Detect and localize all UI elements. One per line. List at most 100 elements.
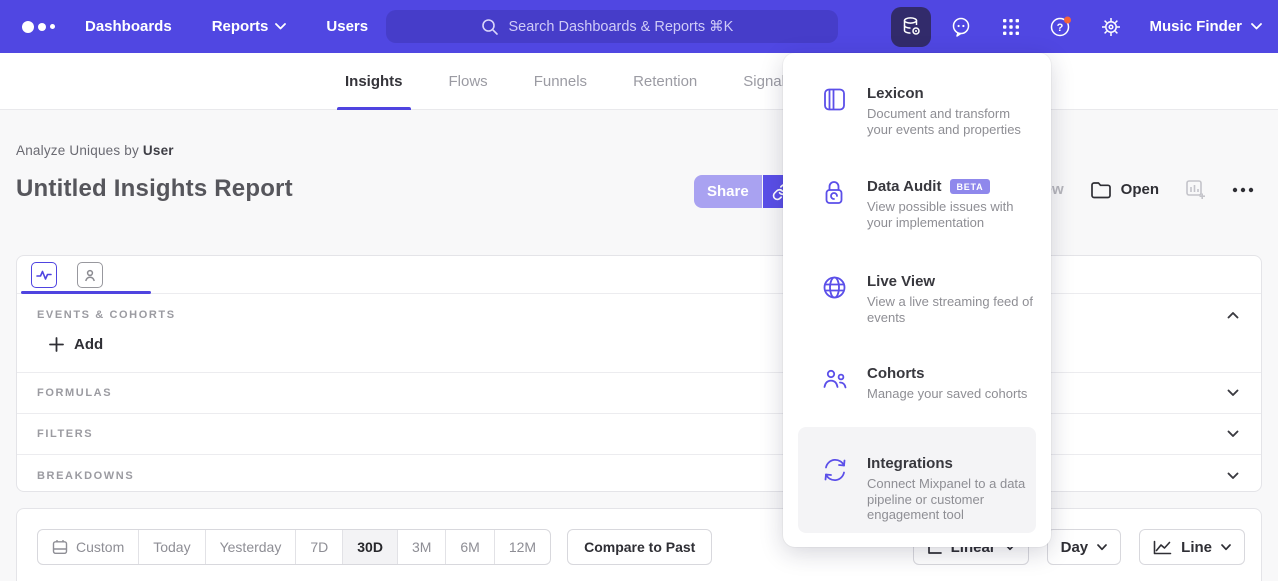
chevron-down-icon xyxy=(1221,543,1231,550)
chart-controls-panel: Custom Today Yesterday 7D 30D 3M 6M 12M … xyxy=(16,508,1262,581)
chevron-up-icon[interactable] xyxy=(1227,311,1239,319)
range-custom-label: Custom xyxy=(76,539,125,555)
nav-dashboards[interactable]: Dashboards xyxy=(85,18,172,35)
chevron-down-icon xyxy=(1251,23,1262,30)
chart-type-label: Line xyxy=(1181,538,1212,556)
active-tab-underline xyxy=(21,291,151,294)
add-to-dashboard-icon xyxy=(1186,180,1205,199)
nav-users-label: Users xyxy=(326,18,369,35)
integrations-title: Integrations xyxy=(867,455,953,472)
cohorts-people-icon xyxy=(822,365,848,402)
chevron-down-icon[interactable] xyxy=(1227,430,1239,438)
live-view-description: View a live streaming feed of events xyxy=(867,294,1033,325)
cohorts-description: Manage your saved cohorts xyxy=(867,386,1028,401)
messages-button[interactable] xyxy=(941,7,981,47)
chart-type-dropdown[interactable]: Line xyxy=(1139,529,1245,565)
tab-events-mode[interactable] xyxy=(31,262,57,288)
lexicon-description: Document and transform your events and p… xyxy=(867,106,1021,137)
nav-users[interactable]: Users xyxy=(326,18,368,35)
beta-badge: BETA xyxy=(950,179,990,194)
calendar-icon xyxy=(52,540,68,554)
project-switcher[interactable]: Music Finder xyxy=(1149,18,1262,35)
chat-bubble-icon xyxy=(953,17,970,37)
menu-item-cohorts[interactable]: Cohorts Manage your saved cohorts xyxy=(799,365,1035,402)
tab-retention[interactable]: Retention xyxy=(633,73,698,90)
database-gear-icon xyxy=(903,17,920,35)
live-view-title: Live View xyxy=(867,273,936,290)
events-cohorts-section: EVENTS & COHORTS Add xyxy=(17,294,1261,373)
date-range-segmented-control: Custom Today Yesterday 7D 30D 3M 6M 12M xyxy=(37,529,552,565)
tab-insights[interactable]: Insights xyxy=(337,53,411,110)
range-7d[interactable]: 7D xyxy=(296,530,344,564)
chevron-down-icon xyxy=(1097,543,1108,550)
chevron-down-icon[interactable] xyxy=(1227,472,1239,480)
builder-mode-tabs xyxy=(17,256,1261,294)
nav-reports[interactable]: Reports xyxy=(212,18,287,35)
menu-item-lexicon[interactable]: Lexicon Document and transform your even… xyxy=(799,85,1035,137)
more-options-icon xyxy=(1232,187,1254,192)
formulas-label: FORMULAS xyxy=(37,387,113,399)
apps-grid-button[interactable] xyxy=(991,7,1031,47)
compare-to-past-button[interactable]: Compare to Past xyxy=(567,529,713,565)
tab-profiles-mode[interactable] xyxy=(77,262,103,288)
chevron-down-icon[interactable] xyxy=(1227,389,1239,397)
search-input[interactable] xyxy=(508,18,744,35)
report-tabbar: Insights Flows Funnels Retention Signal … xyxy=(0,53,1278,110)
add-event-button[interactable]: Add xyxy=(49,336,103,353)
formulas-section[interactable]: FORMULAS xyxy=(17,373,1261,414)
eyebrow-label: Analyze Uniques by xyxy=(16,143,139,158)
gear-icon xyxy=(1102,17,1121,36)
more-options-button[interactable] xyxy=(1232,187,1254,193)
menu-item-data-audit[interactable]: Data Audit BETA View possible issues wit… xyxy=(799,178,1035,230)
help-button[interactable]: ? xyxy=(1041,7,1081,47)
lexicon-title: Lexicon xyxy=(867,85,924,102)
data-audit-lock-icon xyxy=(822,178,848,230)
add-label: Add xyxy=(74,336,104,353)
menu-item-live-view[interactable]: Live View View a live streaming feed of … xyxy=(799,273,1035,325)
events-cohorts-header[interactable]: EVENTS & COHORTS xyxy=(17,294,1261,321)
tab-flows[interactable]: Flows xyxy=(448,73,488,90)
range-3m[interactable]: 3M xyxy=(398,530,447,564)
range-yesterday[interactable]: Yesterday xyxy=(206,530,297,564)
integrations-sync-icon xyxy=(822,455,848,523)
tab-funnels[interactable]: Funnels xyxy=(533,73,588,90)
mixpanel-logo[interactable] xyxy=(22,20,55,33)
breakdowns-section[interactable]: BREAKDOWNS xyxy=(17,455,1261,496)
profile-card-icon xyxy=(85,269,95,282)
range-6m[interactable]: 6M xyxy=(446,530,495,564)
data-audit-title: Data Audit xyxy=(867,178,942,195)
open-report-button[interactable]: Open xyxy=(1090,180,1159,200)
global-search[interactable] xyxy=(386,10,838,43)
filters-section[interactable]: FILTERS xyxy=(17,414,1261,455)
grid-icon xyxy=(1003,18,1020,35)
settings-button[interactable] xyxy=(1091,7,1131,47)
data-management-button[interactable] xyxy=(891,6,932,47)
tab-signal[interactable]: Signal xyxy=(743,73,785,90)
interval-label: Day xyxy=(1060,538,1089,556)
cohorts-title: Cohorts xyxy=(867,365,925,382)
live-view-globe-icon xyxy=(822,273,848,325)
range-12m[interactable]: 12M xyxy=(508,539,537,555)
share-button[interactable]: Share xyxy=(694,175,762,208)
events-cohorts-label: EVENTS & COHORTS xyxy=(37,309,176,321)
data-audit-description: View possible issues with your implement… xyxy=(867,199,1014,230)
open-label: Open xyxy=(1120,181,1159,198)
eyebrow-value[interactable]: User xyxy=(142,143,174,158)
pulse-chart-icon xyxy=(36,270,52,280)
menu-item-integrations[interactable]: Integrations Connect Mixpanel to a data … xyxy=(799,455,1035,523)
add-to-dashboard-button[interactable] xyxy=(1185,179,1206,200)
filters-label: FILTERS xyxy=(37,428,94,440)
chevron-down-icon xyxy=(275,23,287,30)
range-today[interactable]: Today xyxy=(139,530,206,564)
project-name: Music Finder xyxy=(1149,18,1242,35)
data-tools-menu: Lexicon Document and transform your even… xyxy=(783,53,1051,547)
interval-dropdown[interactable]: Day xyxy=(1046,529,1122,565)
page-title[interactable]: Untitled Insights Report xyxy=(16,175,293,202)
nav-dashboards-label: Dashboards xyxy=(85,18,172,35)
range-30d[interactable]: 30D xyxy=(343,530,398,564)
plus-icon xyxy=(49,337,64,352)
range-custom[interactable]: Custom xyxy=(38,530,140,564)
breakdowns-label: BREAKDOWNS xyxy=(37,469,135,482)
nav-reports-label: Reports xyxy=(211,18,269,35)
integrations-description: Connect Mixpanel to a data pipeline or c… xyxy=(867,476,1026,522)
